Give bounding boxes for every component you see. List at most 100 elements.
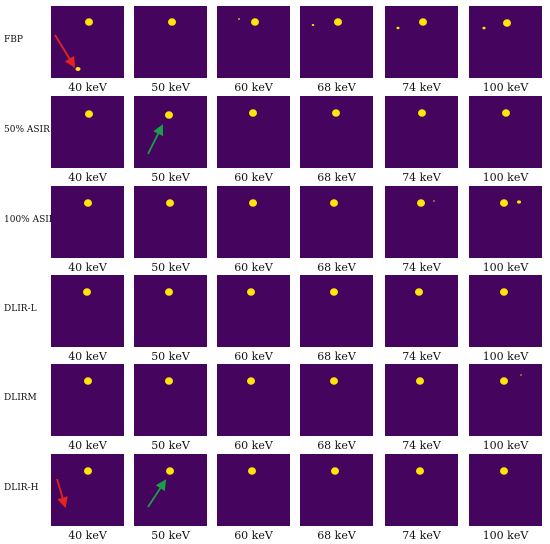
energy-label: 40 keV [68,81,108,94]
energy-label: 50 keV [151,81,191,94]
image-tile [385,186,458,258]
lesion-blob [83,288,91,296]
lesion-blob [331,467,339,475]
energy-label: 60 keV [234,81,274,94]
image-tile [51,96,124,168]
lesion-blob [84,467,92,475]
image-tile [217,96,290,168]
lesion-speck [482,26,486,30]
lesion-blob [251,18,259,26]
energy-label: 40 keV [68,171,108,184]
tile-background [134,364,207,436]
lesion-blob [330,288,338,296]
row-label: 50% ASIR [4,125,50,135]
lesion-blob [248,467,256,475]
image-tile [51,454,124,526]
tile-background [385,6,458,78]
lesion-speck [517,200,521,204]
image-tile [217,275,290,347]
image-tile [469,454,542,526]
lesion-blob [418,109,426,117]
image-tile [217,186,290,258]
energy-label: 50 keV [151,171,191,184]
lesion-blob [249,109,257,117]
lesion-blob [502,109,510,117]
tile-background [217,186,290,258]
energy-label: 60 keV [234,171,274,184]
image-tile [134,96,207,168]
lesion-speck [396,26,400,30]
lesion-blob [166,199,174,207]
energy-label: 68 keV [317,171,357,184]
tile-background [217,275,290,347]
energy-label: 68 keV [317,81,357,94]
row-label: 100% ASIR [4,215,56,225]
image-tile [300,454,373,526]
tile-background [51,186,124,258]
lesion-blob [415,288,423,296]
tile-background [134,454,207,526]
tile-background [469,275,542,347]
tile-background [217,454,290,526]
image-tile [385,454,458,526]
energy-label: 74 keV [402,529,442,542]
row-label: DLIR-L [4,304,37,314]
energy-label: 100 keV [483,171,530,184]
tile-background [217,364,290,436]
red-arrow [56,478,68,509]
tile-background [469,96,542,168]
image-tile [300,6,373,78]
tile-background [385,454,458,526]
energy-label: 100 keV [483,261,530,274]
lesion-blob [84,377,92,385]
energy-label: 74 keV [402,350,442,363]
image-tile [51,6,124,78]
image-tile [134,454,207,526]
energy-label: 50 keV [151,529,191,542]
tile-background [134,96,207,168]
lesion-blob [500,288,508,296]
energy-label: 74 keV [402,439,442,452]
energy-label: 50 keV [151,439,191,452]
tile-background [469,364,542,436]
lesion-blob [334,18,342,26]
tile-background [385,186,458,258]
lesion-blob [165,377,173,385]
lesion-speck [433,200,435,202]
row-label: DLIR-H [4,483,39,493]
lesion-blob [500,467,508,475]
image-tile [51,275,124,347]
energy-label: 100 keV [483,439,530,452]
energy-label: 50 keV [151,350,191,363]
image-tile [134,364,207,436]
green-arrow [147,479,167,508]
energy-label: 40 keV [68,261,108,274]
tile-background [300,454,373,526]
tile-background [51,454,124,526]
image-tile [300,186,373,258]
image-tile [469,275,542,347]
lesion-blob [330,377,338,385]
image-tile [51,186,124,258]
image-tile [300,364,373,436]
image-tile [134,6,207,78]
image-tile [385,6,458,78]
image-tile [385,275,458,347]
image-tile [300,275,373,347]
energy-label: 40 keV [68,350,108,363]
row-label: FBP [4,35,23,45]
tile-background [469,454,542,526]
tile-background [300,275,373,347]
energy-label: 60 keV [234,439,274,452]
image-tile [217,6,290,78]
energy-label: 68 keV [317,261,357,274]
tile-background [217,6,290,78]
energy-label: 74 keV [402,171,442,184]
energy-label: 40 keV [68,439,108,452]
tile-background [134,186,207,258]
lesion-speck [311,23,315,27]
image-tile [469,96,542,168]
tile-background [300,186,373,258]
tile-background [469,6,542,78]
energy-label: 60 keV [234,350,274,363]
